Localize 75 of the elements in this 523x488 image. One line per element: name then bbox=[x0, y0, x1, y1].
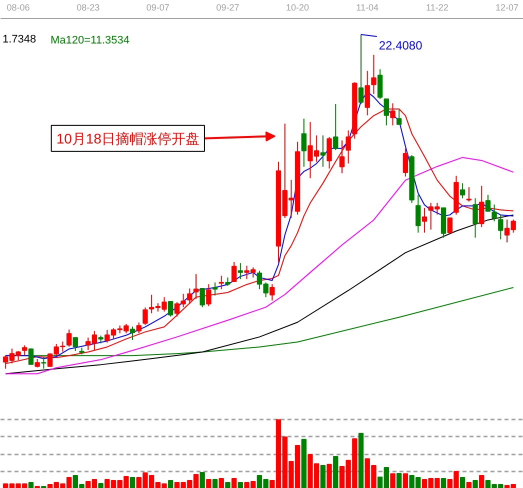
candlestick bbox=[212, 282, 218, 296]
annotation: 1.7348 bbox=[2, 34, 36, 46]
candlestick bbox=[346, 130, 351, 164]
candlestick bbox=[492, 204, 497, 222]
candlestick bbox=[377, 68, 383, 100]
candlestick bbox=[402, 148, 408, 178]
candlestick bbox=[218, 275, 224, 290]
bar bbox=[225, 482, 230, 488]
bar bbox=[218, 478, 224, 488]
candlestick bbox=[371, 54, 376, 94]
candlestick bbox=[238, 262, 244, 280]
candlestick bbox=[136, 322, 142, 334]
candlestick bbox=[22, 344, 28, 356]
x-tick-label: 12-07 bbox=[495, 2, 519, 12]
x-tick-label: 09-27 bbox=[216, 2, 240, 12]
candlestick bbox=[396, 109, 402, 125]
candlestick bbox=[460, 182, 466, 199]
candlestick bbox=[447, 217, 452, 234]
bar bbox=[358, 432, 364, 488]
candlestick bbox=[472, 198, 478, 238]
bar bbox=[200, 472, 205, 488]
bar bbox=[320, 464, 326, 488]
bar bbox=[231, 478, 237, 488]
bar bbox=[130, 476, 136, 488]
candlestick bbox=[466, 186, 472, 202]
bar bbox=[460, 476, 466, 488]
candlestick bbox=[72, 337, 78, 352]
bar bbox=[168, 480, 174, 488]
bar bbox=[390, 473, 396, 488]
annotation: 10月18日摘帽涨停开盘 bbox=[56, 130, 200, 146]
candlestick bbox=[301, 118, 306, 168]
bar bbox=[28, 482, 34, 488]
candlestick bbox=[193, 274, 199, 300]
candlestick bbox=[66, 329, 72, 348]
bar bbox=[238, 482, 244, 488]
candlestick bbox=[206, 284, 212, 307]
candlestick bbox=[498, 214, 504, 240]
bar bbox=[301, 438, 306, 488]
candlestick bbox=[358, 34, 364, 104]
x-tick-label: 10-20 bbox=[286, 2, 310, 12]
bar bbox=[206, 478, 212, 488]
candlestick bbox=[130, 326, 136, 340]
bar bbox=[396, 473, 402, 488]
candlestick bbox=[187, 288, 192, 304]
bar bbox=[466, 482, 472, 488]
annotation: Ma120=11.3534 bbox=[50, 34, 130, 46]
candlestick bbox=[364, 70, 370, 116]
candlestick bbox=[270, 284, 275, 302]
bar bbox=[212, 478, 218, 488]
x-tick-label: 08-06 bbox=[6, 2, 30, 12]
candlestick bbox=[333, 103, 338, 151]
candlestick bbox=[142, 307, 148, 326]
bar bbox=[333, 456, 338, 488]
bar bbox=[326, 464, 332, 488]
candlestick bbox=[231, 262, 237, 282]
x-tick-label: 08-23 bbox=[76, 2, 100, 12]
x-tick-label: 09-07 bbox=[146, 2, 170, 12]
candlestick bbox=[384, 98, 389, 126]
candlestick bbox=[416, 194, 421, 234]
candlestick bbox=[168, 301, 174, 318]
x-tick-label: 11-22 bbox=[426, 2, 448, 12]
x-tick-label: 11-04 bbox=[356, 2, 379, 12]
candlestick bbox=[320, 134, 326, 168]
bar bbox=[402, 473, 408, 488]
candlestick bbox=[485, 194, 491, 212]
annotation: 22.4080 bbox=[378, 38, 423, 52]
candlestick bbox=[339, 140, 345, 174]
candlestick bbox=[422, 207, 428, 234]
candlestick bbox=[479, 185, 484, 228]
candlestick bbox=[200, 288, 205, 308]
bar bbox=[479, 475, 484, 488]
bar bbox=[98, 482, 104, 488]
bar bbox=[440, 478, 446, 488]
bar bbox=[472, 480, 478, 488]
candlestick bbox=[326, 136, 332, 169]
